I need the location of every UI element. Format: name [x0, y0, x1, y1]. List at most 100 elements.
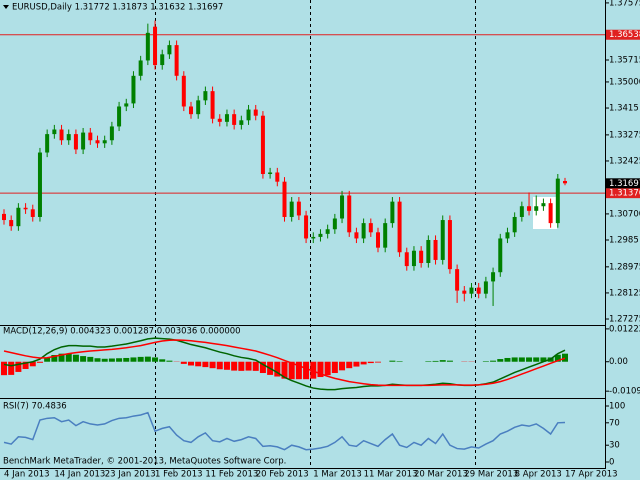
- candle-body: [210, 91, 215, 119]
- candle-body: [376, 232, 380, 248]
- candle-body: [138, 60, 143, 76]
- candle-body: [253, 109, 258, 116]
- candle-body: [498, 238, 503, 273]
- candle-body: [232, 114, 237, 125]
- histogram-bar: [137, 356, 144, 362]
- candle-body: [275, 172, 280, 182]
- candle-body: [30, 209, 35, 217]
- y-tick-label: 100: [609, 402, 625, 412]
- histogram-bar: [29, 361, 36, 367]
- indicator-line: [3, 411, 566, 451]
- histogram-bar: [518, 357, 525, 362]
- rsi-title: RSI(7) 70.4836: [3, 402, 67, 412]
- histogram-bar: [22, 361, 29, 369]
- histogram-bar: [166, 360, 173, 362]
- candle-body: [440, 220, 445, 260]
- y-tick-label: 0.012225: [609, 324, 640, 334]
- x-tick-label: 23 Jan 2013: [105, 470, 156, 480]
- candle-body: [160, 54, 165, 66]
- candle-body: [311, 236, 316, 239]
- y-tick-label: 1.28975: [609, 262, 640, 272]
- histogram-bar: [562, 353, 568, 362]
- histogram-bar: [367, 361, 374, 364]
- histogram-bar: [425, 361, 432, 362]
- histogram-bar: [72, 354, 79, 362]
- candle-body: [527, 206, 532, 211]
- histogram-bar: [482, 361, 489, 362]
- candle-body: [397, 201, 402, 253]
- histogram-bar: [360, 361, 367, 365]
- histogram-bar: [310, 361, 317, 379]
- candle-body: [109, 126, 114, 141]
- histogram-bar: [353, 361, 360, 367]
- y-tick-label: 30: [609, 441, 620, 451]
- candle-body: [196, 100, 201, 115]
- y-tick-label: 70: [609, 418, 620, 428]
- y-tick-label: -0.010958: [609, 387, 640, 397]
- histogram-bar: [152, 357, 159, 362]
- candle-body: [81, 132, 86, 150]
- candle-body: [304, 215, 309, 239]
- histogram-bar: [195, 361, 202, 367]
- candle-body: [296, 201, 301, 216]
- histogram-bar: [303, 361, 310, 380]
- y-tick-label: 1.2985: [609, 235, 639, 245]
- histogram-bar: [497, 359, 504, 362]
- histogram-bar: [346, 361, 353, 369]
- candle-body: [224, 114, 229, 122]
- x-tick-label: 8 Apr 2013: [515, 470, 562, 480]
- y-tick-label: 1.30700: [609, 209, 640, 219]
- x-tick-label: 14 Jan 2013: [54, 470, 105, 480]
- candle-body: [23, 207, 28, 210]
- histogram-bar: [36, 361, 43, 363]
- candle-body: [555, 178, 560, 224]
- histogram-bar: [108, 358, 115, 362]
- candle-body: [167, 45, 172, 55]
- histogram-bar: [159, 359, 166, 362]
- histogram-bar: [123, 357, 130, 362]
- candle-body: [88, 132, 93, 141]
- histogram-bar: [331, 361, 338, 374]
- histogram-bar: [188, 361, 194, 366]
- histogram-bar: [94, 358, 101, 362]
- candle-body: [318, 233, 323, 237]
- candle-body: [117, 106, 122, 127]
- histogram-bar: [15, 361, 22, 372]
- candle-body: [519, 206, 524, 217]
- candle-body: [332, 218, 337, 230]
- candle-body: [153, 26, 158, 66]
- price-label: 1.31376: [609, 189, 640, 199]
- candle-body: [361, 223, 366, 239]
- candle-body: [174, 45, 179, 76]
- candle-body: [541, 203, 546, 207]
- candle-body: [469, 287, 474, 294]
- candle-body: [95, 140, 100, 144]
- histogram-bar: [339, 361, 346, 371]
- histogram-bar: [274, 361, 281, 377]
- candle-body: [45, 134, 50, 153]
- current-price-box: [606, 178, 640, 189]
- histogram-bar: [432, 360, 439, 362]
- histogram-bar: [231, 361, 238, 371]
- y-tick-label: 0: [609, 458, 614, 468]
- candle-body: [131, 75, 136, 104]
- candle-body: [419, 250, 424, 264]
- histogram-bar: [504, 357, 511, 362]
- candle-body: [181, 75, 186, 107]
- candle-body: [9, 220, 14, 227]
- y-tick-label: 0.00: [609, 357, 628, 367]
- candle-body: [203, 91, 208, 101]
- histogram-bar: [396, 361, 403, 362]
- histogram-bar: [216, 361, 223, 370]
- histogram-bar: [554, 354, 561, 362]
- histogram-bar: [317, 361, 324, 378]
- candle-body: [354, 232, 359, 239]
- candle-body: [447, 220, 452, 270]
- candle-body: [404, 252, 409, 267]
- histogram-bar: [58, 353, 65, 362]
- histogram-bar: [144, 356, 151, 362]
- histogram-bar: [130, 357, 137, 362]
- candle-body: [491, 272, 496, 282]
- y-tick-label: 1.37575: [609, 0, 640, 8]
- candle-body: [217, 118, 222, 122]
